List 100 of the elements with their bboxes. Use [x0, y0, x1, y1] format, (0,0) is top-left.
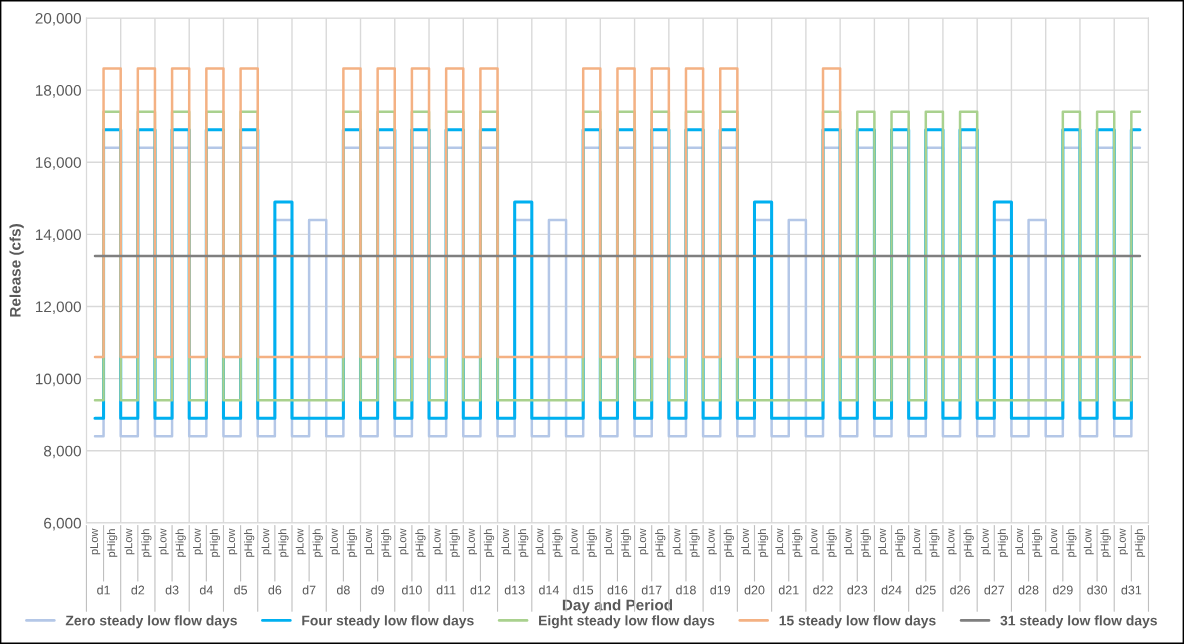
text: d10 [402, 585, 422, 595]
x-tick-label: pHigh [278, 529, 289, 557]
x-tick-label: pLow [158, 528, 169, 555]
x-tick-label: pHigh [792, 529, 803, 557]
y-tick-label: 18,000 [36, 85, 81, 98]
x-tick-label: pLow [227, 528, 238, 555]
x-tick-label: pLow [946, 528, 957, 555]
x-tick-label: pHigh [449, 529, 460, 557]
x-tick-label: pHigh [723, 529, 734, 557]
x-tick-label: pLow [638, 528, 649, 555]
text: d27 [984, 585, 1005, 595]
y-tick-label: 20,000 [35, 12, 81, 26]
text: d12 [470, 585, 491, 595]
x-tick-label: pHigh [757, 529, 769, 557]
text: d8 [336, 585, 350, 595]
text: d7 [302, 585, 316, 595]
x-axis-title: Day and Period [562, 599, 673, 614]
legend-label: Four steady low flow days [302, 615, 474, 629]
x-tick-label: pLow [1118, 528, 1128, 555]
x-tick-label: pLow [604, 528, 615, 555]
x-tick-label: pHigh [826, 529, 837, 557]
text: d5 [234, 585, 248, 595]
x-tick-label: pLow [193, 528, 203, 555]
x-tick-label: pHigh [1100, 529, 1111, 557]
x-tick-label: pHigh [346, 529, 358, 557]
x-tick-label: pHigh [689, 529, 700, 557]
x-tick-label: pHigh [586, 529, 597, 557]
x-tick-label: pHigh [141, 529, 152, 557]
y-axis-title: Release (cfs) [9, 224, 24, 317]
text: d25 [915, 585, 936, 595]
x-tick-label: pLow [741, 528, 752, 555]
x-tick-label: pLow [467, 528, 478, 555]
x-tick-label: pHigh [894, 529, 906, 557]
x-tick-label: pLow [295, 528, 306, 555]
text: d18 [676, 585, 696, 595]
text: d3 [165, 585, 179, 595]
text: d9 [371, 585, 384, 595]
y-tick-label: 16,000 [36, 157, 81, 170]
x-tick-label: pLow [878, 528, 889, 555]
x-tick-label: pHigh [483, 529, 495, 557]
x-tick-label: pLow [261, 528, 272, 555]
text: d13 [504, 585, 525, 595]
text: d28 [1018, 585, 1039, 595]
legend-label: Zero steady low flow days [65, 615, 237, 629]
x-tick-label: pLow [672, 528, 683, 555]
text: d29 [1052, 585, 1073, 595]
x-tick-label: pLow [1083, 528, 1094, 555]
x-tick-label: pHigh [1066, 529, 1077, 557]
y-tick-label: 8,000 [44, 445, 81, 459]
x-tick-label: pHigh [209, 529, 221, 557]
x-tick-label: pLow [569, 528, 580, 555]
x-tick-label: pHigh [1031, 529, 1043, 557]
x-tick-label: pHigh [106, 529, 118, 557]
text: d11 [436, 585, 456, 595]
x-tick-label: pLow [432, 528, 443, 555]
text: d24 [881, 585, 902, 595]
x-tick-label: pHigh [1134, 529, 1146, 557]
text: d26 [950, 585, 970, 595]
text: d4 [199, 585, 213, 595]
x-tick-label: pLow [1015, 528, 1026, 555]
text: d17 [641, 585, 662, 595]
text: d21 [778, 585, 799, 595]
text: d6 [268, 585, 282, 595]
x-tick-label: pHigh [552, 529, 563, 557]
x-tick-label: pLow [809, 528, 820, 555]
y-tick-label: 10,000 [36, 373, 81, 387]
x-tick-label: pLow [1049, 528, 1060, 555]
x-tick-label: pLow [364, 528, 375, 555]
x-tick-label: pHigh [655, 529, 666, 557]
text: d19 [710, 585, 731, 595]
legend-label: 15 steady low flow days [779, 615, 936, 629]
text: d31 [1121, 585, 1142, 595]
x-tick-label: pHigh [243, 529, 255, 557]
x-tick-label: pLow [330, 528, 340, 555]
x-tick-label: pLow [90, 528, 101, 555]
x-tick-label: pLow [775, 528, 786, 555]
y-tick-label: 6,000 [44, 517, 81, 531]
text: d14 [539, 585, 559, 595]
text: d30 [1087, 585, 1108, 595]
x-tick-label: pLow [124, 528, 135, 555]
text: d22 [813, 585, 833, 595]
legend-label: Eight steady low flow days [539, 615, 715, 629]
x-tick-label: pLow [501, 528, 512, 555]
legend-label: 31 steady low flow days [1000, 615, 1157, 629]
x-tick-label: pHigh [997, 529, 1009, 557]
text: d16 [607, 585, 628, 595]
x-tick-label: pHigh [175, 529, 186, 557]
x-tick-label: pHigh [381, 529, 392, 557]
y-tick-label: 12,000 [36, 301, 81, 315]
y-tick-label: 14,000 [36, 229, 81, 242]
x-tick-label: pLow [398, 528, 409, 555]
x-tick-label: pHigh [620, 529, 632, 557]
x-tick-label: pHigh [963, 529, 974, 557]
x-tick-label: pLow [980, 528, 991, 555]
text: d20 [744, 585, 765, 595]
x-tick-label: pHigh [312, 529, 323, 557]
text: d2 [131, 585, 145, 595]
text: d1 [97, 585, 110, 595]
x-tick-label: pLow [912, 528, 923, 555]
x-tick-label: pHigh [860, 529, 872, 557]
